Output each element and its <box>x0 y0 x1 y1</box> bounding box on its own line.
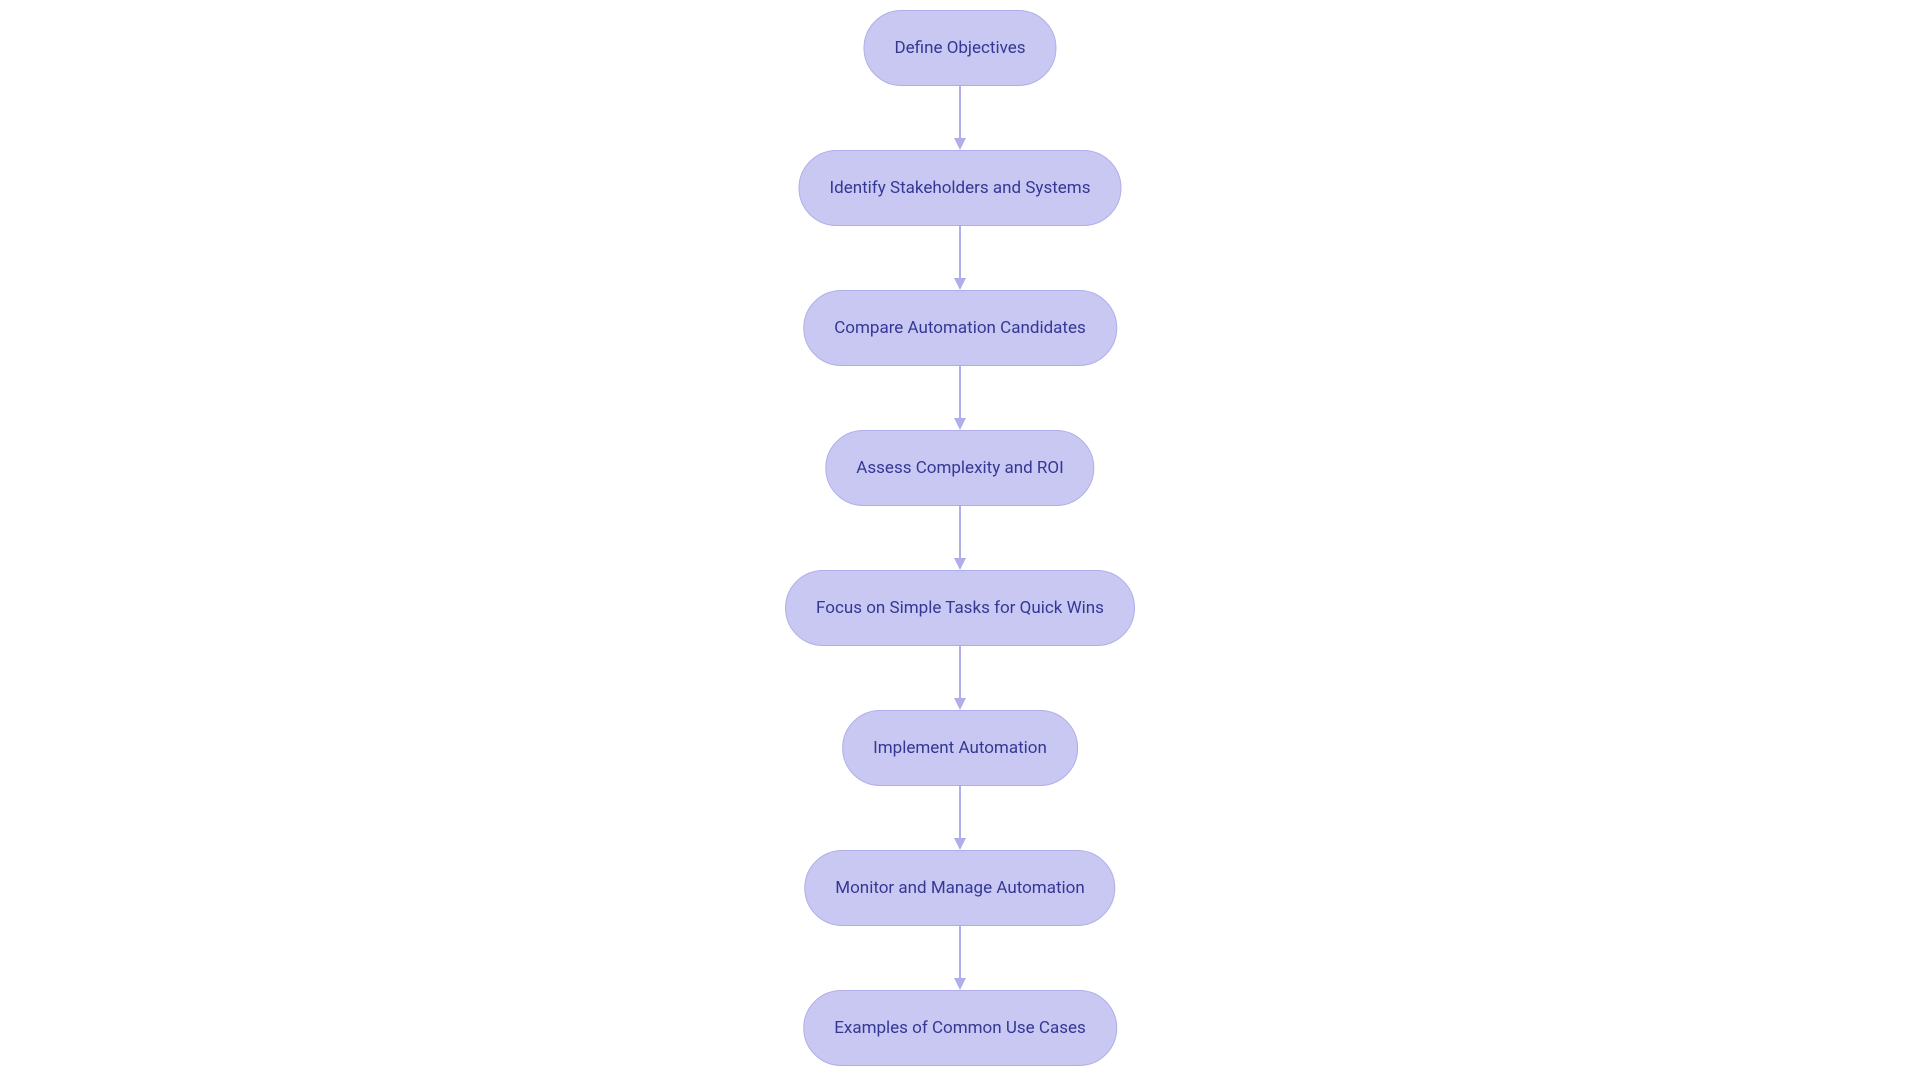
flow-node: Implement Automation <box>842 710 1078 786</box>
flow-node: Compare Automation Candidates <box>803 290 1117 366</box>
flow-edge <box>959 646 961 698</box>
arrow-down-icon <box>954 978 966 990</box>
flow-node: Assess Complexity and ROI <box>825 430 1094 506</box>
arrow-down-icon <box>954 278 966 290</box>
flow-edge <box>959 506 961 558</box>
flow-edge <box>959 226 961 278</box>
flow-node-label: Define Objectives <box>894 38 1025 58</box>
flow-node-label: Identify Stakeholders and Systems <box>829 178 1090 198</box>
flow-edge <box>959 786 961 838</box>
flow-node: Identify Stakeholders and Systems <box>798 150 1121 226</box>
flow-node-label: Monitor and Manage Automation <box>835 878 1084 898</box>
flow-node-label: Examples of Common Use Cases <box>834 1018 1086 1038</box>
flow-edge <box>959 926 961 978</box>
flow-node: Define Objectives <box>863 10 1056 86</box>
flow-node-label: Assess Complexity and ROI <box>856 458 1063 478</box>
flow-node-label: Implement Automation <box>873 738 1047 758</box>
arrow-down-icon <box>954 418 966 430</box>
arrow-down-icon <box>954 138 966 150</box>
flowchart-canvas: Define Objectives Identify Stakeholders a… <box>0 0 1920 1080</box>
flow-edge <box>959 86 961 138</box>
flow-node: Focus on Simple Tasks for Quick Wins <box>785 570 1135 646</box>
flow-node-label: Focus on Simple Tasks for Quick Wins <box>816 598 1104 618</box>
flow-node: Examples of Common Use Cases <box>803 990 1117 1066</box>
flow-node-label: Compare Automation Candidates <box>834 318 1086 338</box>
arrow-down-icon <box>954 558 966 570</box>
flow-node: Monitor and Manage Automation <box>804 850 1115 926</box>
arrow-down-icon <box>954 838 966 850</box>
arrow-down-icon <box>954 698 966 710</box>
flow-edge <box>959 366 961 418</box>
